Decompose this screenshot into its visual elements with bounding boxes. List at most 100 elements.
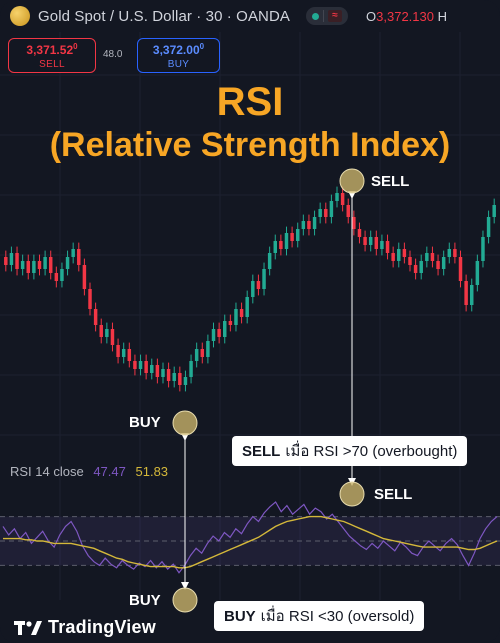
candle-body bbox=[251, 281, 255, 297]
candle-body bbox=[77, 249, 81, 265]
candle-body bbox=[475, 261, 480, 285]
tradingview-brand[interactable]: TradingView bbox=[14, 617, 156, 638]
price-grid bbox=[0, 32, 500, 600]
candle-body bbox=[324, 209, 328, 217]
annotation-guides bbox=[172, 168, 365, 613]
candle-body bbox=[295, 229, 300, 241]
candle-body bbox=[402, 249, 407, 257]
candle-body bbox=[436, 261, 440, 269]
candle-body bbox=[155, 365, 160, 377]
sell-label: SELL bbox=[39, 59, 65, 70]
candle-body bbox=[99, 325, 103, 337]
highlight-marker-3 bbox=[172, 587, 198, 613]
candle-body bbox=[228, 321, 233, 325]
candle-body bbox=[161, 369, 165, 377]
candle-body bbox=[71, 249, 75, 257]
candle-body bbox=[26, 261, 31, 273]
candle-body bbox=[93, 309, 98, 325]
candle-body bbox=[37, 261, 42, 269]
candle-body bbox=[335, 193, 339, 201]
sell-rule-box: SELL เมื่อ RSI >70 (overbought) bbox=[232, 436, 468, 466]
sell-price: 3,371.52 bbox=[26, 43, 74, 57]
candle-body bbox=[307, 221, 311, 229]
candle-body bbox=[430, 253, 435, 261]
highlight-marker-0 bbox=[339, 168, 365, 194]
candle-body bbox=[166, 369, 171, 381]
candle-body bbox=[127, 349, 132, 361]
candle-body bbox=[447, 249, 452, 257]
spread-value: 48.0 bbox=[103, 49, 123, 60]
candle-body bbox=[32, 261, 36, 273]
candle-body bbox=[183, 377, 188, 385]
buy-rule-bold: BUY bbox=[224, 607, 256, 625]
sell-rule-bold: SELL bbox=[242, 442, 281, 460]
candle-body bbox=[273, 241, 278, 253]
buy-rule-text: เมื่อ RSI <30 (oversold) bbox=[260, 608, 415, 625]
candle-body bbox=[144, 361, 148, 373]
highlight-marker-2 bbox=[339, 481, 365, 507]
market-status-pill[interactable]: ≈ bbox=[306, 7, 349, 25]
candle-body bbox=[9, 253, 14, 265]
candle-body bbox=[256, 281, 261, 289]
candle-body bbox=[419, 261, 423, 273]
candle-body bbox=[4, 257, 8, 265]
candle-body bbox=[178, 373, 182, 385]
buy-price-annotation: BUY bbox=[129, 414, 161, 431]
candle-body bbox=[200, 349, 205, 357]
candle-body bbox=[284, 233, 289, 249]
buy-price-sup: 0 bbox=[199, 42, 205, 51]
candle-body bbox=[312, 217, 317, 229]
rsi-legend-name: RSI 14 close bbox=[10, 464, 84, 479]
overlay-title: RSI bbox=[216, 80, 284, 124]
rsi-legend[interactable]: RSI 14 close 47.47 51.83 bbox=[10, 464, 168, 479]
candle-body bbox=[408, 257, 412, 265]
candle-body bbox=[222, 321, 227, 337]
candle-body bbox=[105, 329, 109, 337]
sell-button[interactable]: 3,371.520 SELL bbox=[8, 38, 96, 73]
rsi-legend-value: 47.47 bbox=[93, 464, 126, 479]
buy-rule-box: BUY เมื่อ RSI <30 (oversold) bbox=[214, 601, 425, 631]
buy-label: BUY bbox=[167, 59, 190, 70]
sell-price-annotation: SELL bbox=[371, 173, 410, 190]
candle-body bbox=[65, 257, 70, 269]
open-value: 3,372.130 bbox=[376, 8, 434, 24]
rsi-series-rsi-line bbox=[2, 501, 498, 574]
candle-body bbox=[150, 365, 154, 373]
candlestick-series bbox=[4, 186, 496, 392]
candle-body bbox=[172, 373, 176, 381]
candle-body bbox=[346, 205, 350, 217]
brand-name: TradingView bbox=[48, 617, 156, 637]
candle-body bbox=[234, 309, 238, 325]
candle-body bbox=[262, 269, 266, 289]
candle-body bbox=[368, 237, 373, 245]
candle-body bbox=[279, 241, 283, 249]
chart-header: Gold Spot / U.S. Dollar · 30 · OANDA ≈ O… bbox=[0, 0, 500, 32]
candle-body bbox=[453, 249, 457, 257]
candle-body bbox=[43, 257, 47, 269]
candle-body bbox=[15, 253, 19, 269]
candle-body bbox=[363, 237, 367, 245]
candle-body bbox=[458, 257, 463, 281]
candle-body bbox=[211, 329, 216, 341]
open-label: O bbox=[366, 8, 377, 24]
symbol-title[interactable]: Gold Spot / U.S. Dollar · 30 · OANDA bbox=[38, 7, 291, 25]
candle-body bbox=[469, 285, 474, 305]
gold-coin-icon bbox=[10, 6, 30, 26]
candle-body bbox=[464, 281, 468, 305]
candle-body bbox=[380, 241, 384, 249]
tradingview-logo-icon bbox=[14, 620, 42, 635]
candle-body bbox=[48, 257, 53, 273]
buy-button[interactable]: 3,372.000 BUY bbox=[137, 38, 220, 73]
candle-body bbox=[267, 253, 272, 269]
buy-rsi-annotation: BUY bbox=[129, 592, 161, 609]
sell-price-sup: 0 bbox=[73, 42, 78, 51]
candle-body bbox=[239, 309, 244, 317]
candle-body bbox=[116, 345, 120, 357]
rsi-panel bbox=[0, 501, 500, 574]
pill-divider bbox=[323, 10, 325, 22]
highlight-marker-1 bbox=[172, 410, 198, 436]
candle-body bbox=[385, 241, 390, 253]
rsi-series-ma-line bbox=[3, 515, 498, 569]
